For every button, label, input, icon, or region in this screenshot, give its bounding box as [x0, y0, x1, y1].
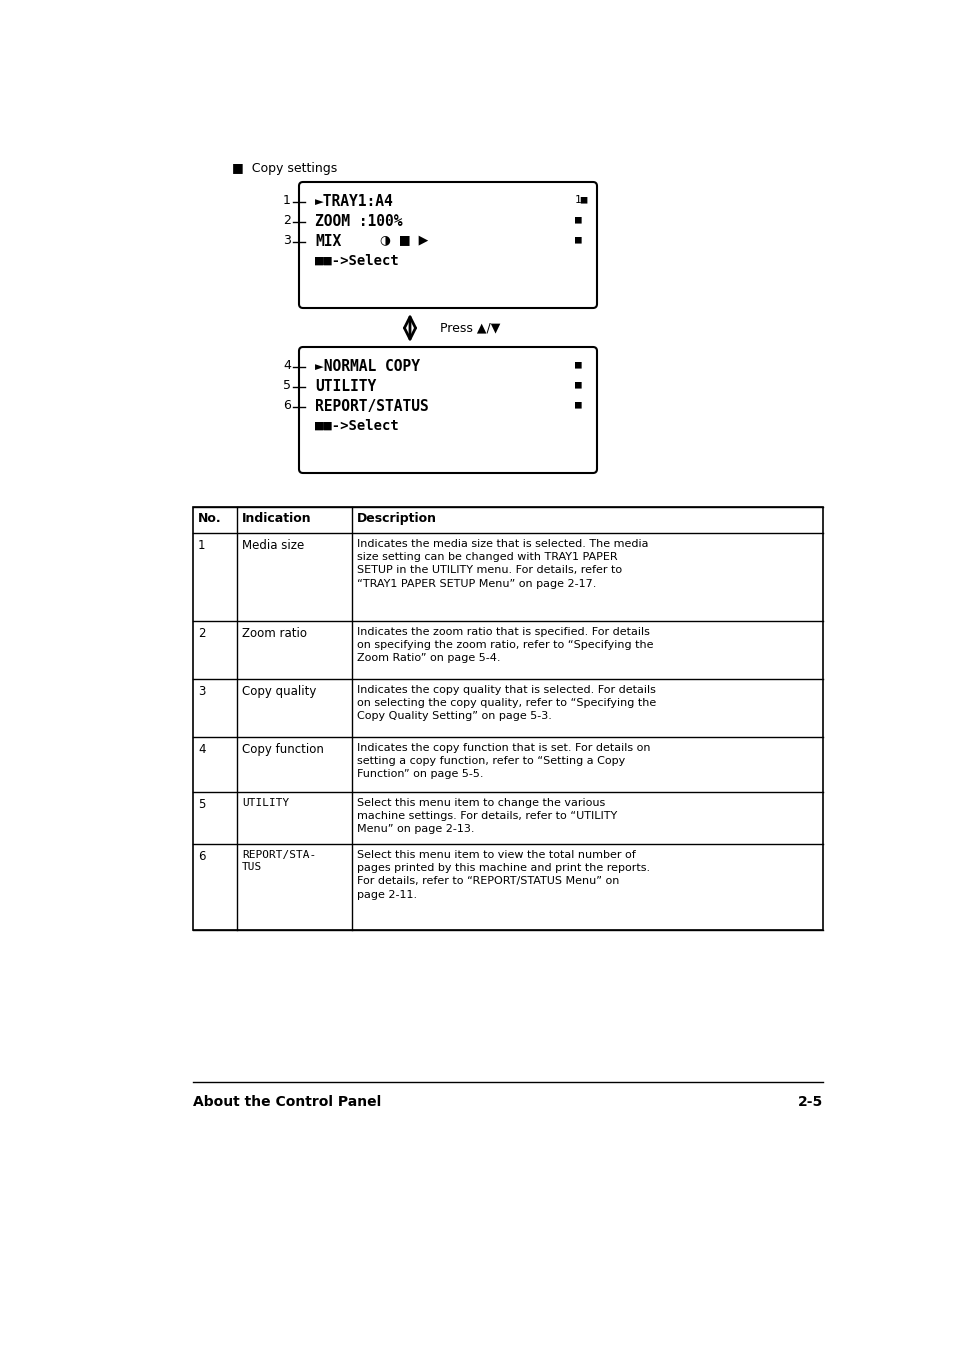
Text: Copy function: Copy function — [242, 743, 323, 756]
Text: About the Control Panel: About the Control Panel — [193, 1095, 381, 1108]
Text: ■: ■ — [575, 400, 581, 409]
Text: ►TRAY1:A4: ►TRAY1:A4 — [314, 194, 394, 209]
Text: 6: 6 — [198, 850, 205, 863]
Bar — [193, 508, 822, 930]
Text: Description: Description — [356, 512, 436, 525]
Text: Zoom ratio: Zoom ratio — [242, 626, 307, 640]
Text: Indication: Indication — [242, 512, 312, 525]
Text: ►NORMAL COPY: ►NORMAL COPY — [314, 359, 419, 374]
Text: 2: 2 — [283, 215, 291, 227]
Text: 1: 1 — [283, 194, 291, 207]
Text: UTILITY: UTILITY — [314, 379, 375, 394]
Text: 1■: 1■ — [575, 194, 588, 204]
Text: 5: 5 — [283, 379, 291, 391]
Text: 3: 3 — [198, 684, 205, 698]
Text: Indicates the copy function that is set. For details on
setting a copy function,: Indicates the copy function that is set.… — [356, 743, 650, 779]
Text: REPORT/STATUS: REPORT/STATUS — [314, 400, 428, 414]
Text: 2-5: 2-5 — [797, 1095, 822, 1108]
Text: Copy quality: Copy quality — [242, 684, 316, 698]
Text: ■■->Select: ■■->Select — [314, 254, 398, 269]
Text: No.: No. — [198, 512, 221, 525]
Text: Media size: Media size — [242, 539, 304, 552]
Text: Indicates the media size that is selected. The media
size setting can be changed: Indicates the media size that is selecte… — [356, 539, 648, 589]
Text: Indicates the copy quality that is selected. For details
on selecting the copy q: Indicates the copy quality that is selec… — [356, 684, 656, 721]
Text: UTILITY: UTILITY — [242, 798, 289, 809]
Text: ■■->Select: ■■->Select — [314, 418, 398, 433]
Text: ◑  ■  ▶: ◑ ■ ▶ — [379, 234, 428, 247]
Text: MIX: MIX — [314, 234, 341, 248]
FancyBboxPatch shape — [298, 182, 597, 308]
Text: Indicates the zoom ratio that is specified. For details
on specifying the zoom r: Indicates the zoom ratio that is specifi… — [356, 626, 653, 663]
Text: Press ▲/▼: Press ▲/▼ — [439, 321, 500, 335]
Text: ■: ■ — [575, 215, 581, 224]
Text: 6: 6 — [283, 400, 291, 412]
Text: Select this menu item to change the various
machine settings. For details, refer: Select this menu item to change the vari… — [356, 798, 617, 834]
Text: ■  Copy settings: ■ Copy settings — [232, 162, 337, 176]
Text: 2: 2 — [198, 626, 205, 640]
Text: ■: ■ — [575, 234, 581, 244]
Text: ■: ■ — [575, 359, 581, 369]
Text: 5: 5 — [198, 798, 205, 811]
Text: ZOOM :100%: ZOOM :100% — [314, 215, 402, 230]
Text: 1: 1 — [198, 539, 205, 552]
FancyBboxPatch shape — [298, 347, 597, 472]
Text: Select this menu item to view the total number of
pages printed by this machine : Select this menu item to view the total … — [356, 850, 649, 899]
Text: REPORT/STA-
TUS: REPORT/STA- TUS — [242, 850, 315, 872]
Text: 4: 4 — [198, 743, 205, 756]
Text: 3: 3 — [283, 234, 291, 247]
Text: 4: 4 — [283, 359, 291, 373]
Text: ■: ■ — [575, 379, 581, 389]
